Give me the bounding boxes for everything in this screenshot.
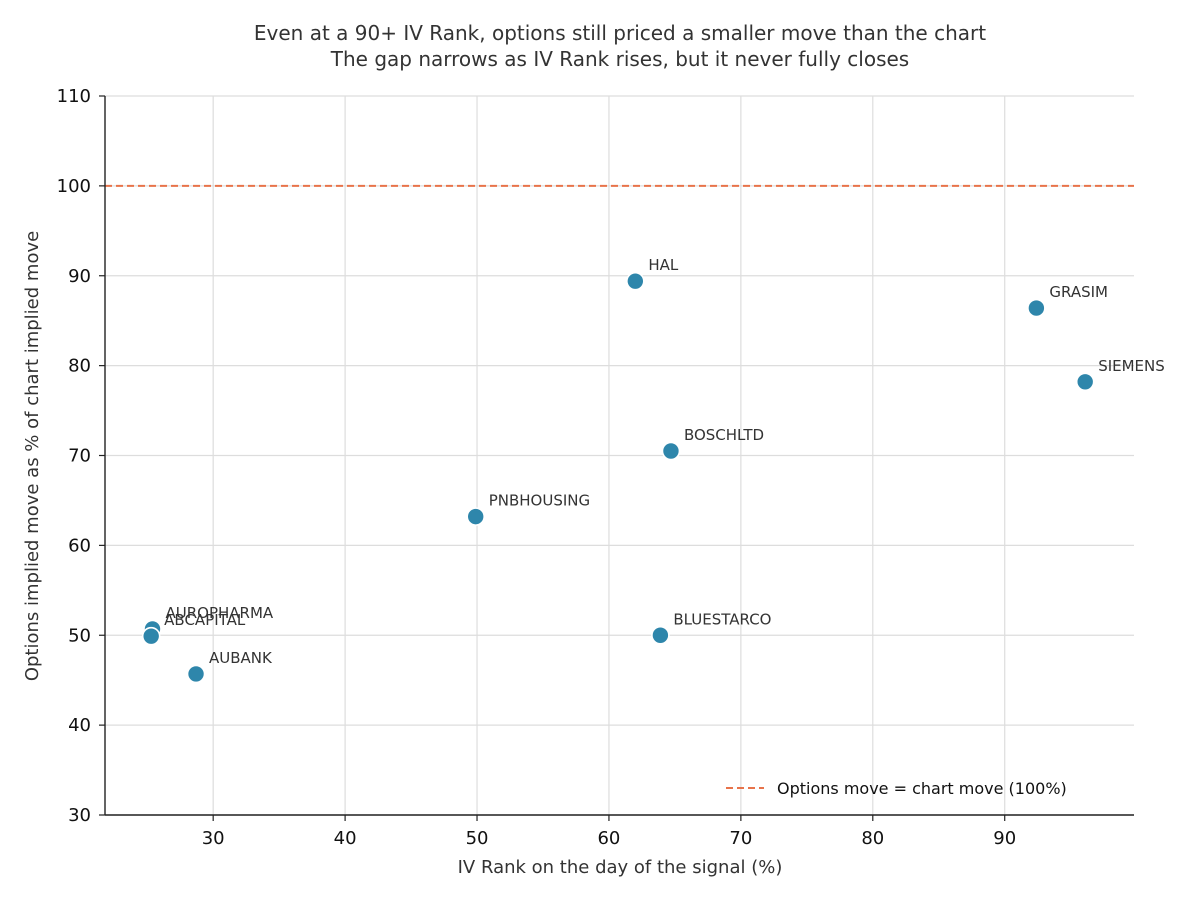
y-tick-label: 70 (68, 446, 91, 467)
y-tick-label: 110 (57, 86, 91, 107)
x-tick-label: 40 (334, 828, 357, 849)
data-point (661, 441, 681, 461)
data-point-label: PNBHOUSING (489, 492, 590, 510)
y-tick-label: 50 (68, 625, 91, 646)
y-tick-label: 80 (68, 356, 91, 377)
chart-title: Even at a 90+ IV Rank, options still pri… (254, 21, 986, 45)
legend-label: Options move = chart move (100%) (777, 779, 1067, 798)
data-point-label: SIEMENS (1098, 357, 1165, 375)
data-point (186, 664, 206, 684)
data-point-label: HAL (648, 256, 679, 274)
y-tick-label: 100 (57, 176, 91, 197)
grid (105, 95, 1134, 816)
data-point (1075, 372, 1095, 392)
data-point-label: BLUESTARCO (673, 610, 771, 628)
x-tick-label: 30 (202, 828, 225, 849)
x-tick-label: 90 (993, 828, 1016, 849)
chart-subtitle: The gap narrows as IV Rank rises, but it… (330, 47, 909, 71)
legend: Options move = chart move (100%) (726, 779, 1067, 798)
data-point (466, 507, 486, 526)
y-tick-label: 40 (68, 715, 91, 736)
data-point (651, 625, 670, 645)
data-point-label: ABCAPITAL (164, 611, 246, 629)
data-point (626, 271, 645, 291)
x-tick-label: 80 (861, 828, 884, 849)
ticks: 30 40 50 60 70 80 90 30 40 50 60 70 80 90 100 110 (57, 86, 1017, 849)
data-point-label: BOSCHLTD (684, 426, 764, 444)
data-point (1027, 298, 1046, 318)
data-point-label: AUBANK (209, 649, 273, 667)
data-points: HAL GRASIM SIEMENS BOSCHLTD PNBHOUSING AUROPH… (141, 256, 1165, 684)
data-point (141, 626, 161, 646)
y-tick-label: 90 (68, 266, 91, 287)
x-tick-label: 70 (729, 828, 752, 849)
y-axis-label: Options implied move as % of chart impli… (22, 231, 43, 681)
x-axis-label: IV Rank on the day of the signal (%) (458, 857, 783, 878)
y-tick-label: 60 (68, 535, 91, 556)
x-tick-label: 60 (597, 828, 620, 849)
x-tick-label: 50 (466, 828, 489, 849)
y-tick-label: 30 (68, 805, 91, 826)
data-point-label: GRASIM (1049, 283, 1108, 301)
data-point-label: AUROPHARMA (165, 604, 273, 622)
